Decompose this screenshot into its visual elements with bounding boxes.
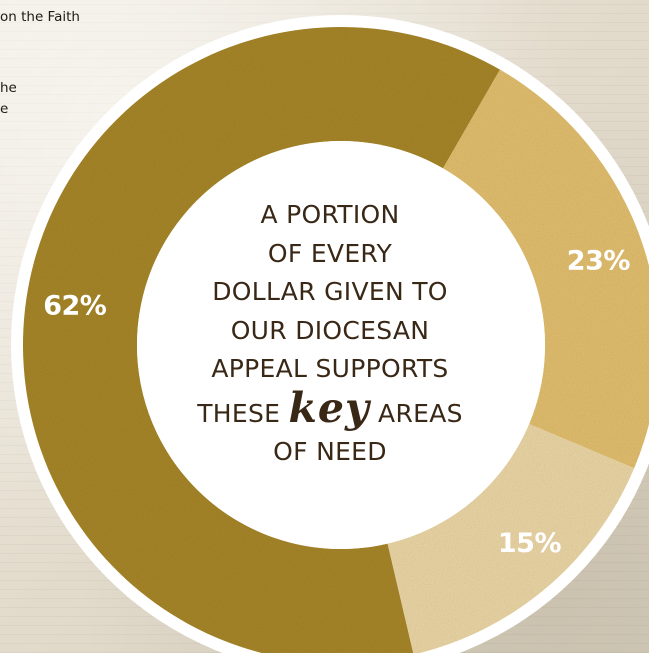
donut-slice-15: [387, 424, 635, 653]
background-text-fragment: he: [0, 80, 17, 96]
center-word: AREAS: [378, 398, 463, 428]
key-word: key: [288, 383, 370, 432]
center-message: A PORTION OF EVERY DOLLAR GIVEN TO OUR D…: [180, 196, 480, 472]
center-line: DOLLAR GIVEN TO: [212, 277, 448, 306]
center-line: OF NEED: [273, 437, 387, 466]
center-word: THESE: [197, 398, 281, 428]
background-text-fragment: e: [0, 101, 9, 117]
slice-label: 15%: [498, 528, 562, 559]
center-line: APPEAL SUPPORTS: [211, 354, 449, 383]
donut-hole: [137, 141, 545, 549]
background-text-fragment: on the Faith: [0, 9, 80, 25]
slice-label: 62%: [43, 290, 107, 321]
center-line: OF EVERY: [267, 238, 393, 268]
center-line: OUR DIOCESAN: [230, 315, 430, 345]
slice-label: 23%: [567, 245, 631, 276]
center-line-key: THESE key AREAS: [180, 387, 480, 434]
donut-slice-62: [23, 27, 500, 653]
donut-slice-23: [443, 69, 649, 469]
center-line: A PORTION: [260, 200, 400, 229]
